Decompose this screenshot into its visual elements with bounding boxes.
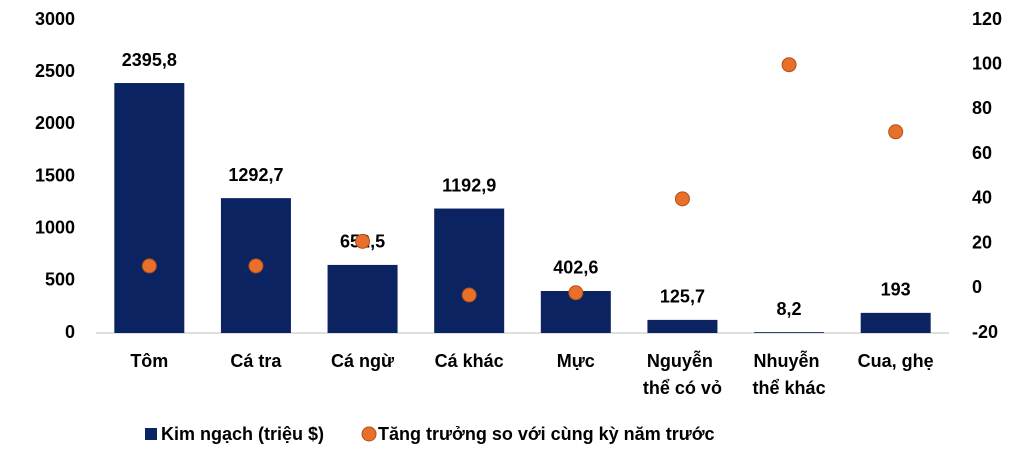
- dot: [248, 258, 264, 274]
- data-label: 8,2: [777, 299, 802, 319]
- dot: [141, 258, 157, 274]
- x-tick-label: Cua, ghẹ: [858, 351, 934, 371]
- y-tick-label: 2000: [35, 113, 75, 133]
- dot: [355, 233, 371, 249]
- data-label: 2395,8: [122, 50, 177, 70]
- legend-swatch: [145, 428, 157, 440]
- dot: [461, 287, 477, 303]
- x-tick-label: Nguyễn thể có vỏ: [643, 350, 722, 398]
- y2-tick-label: 80: [972, 98, 992, 118]
- y-tick-label: 1500: [35, 165, 75, 185]
- y-tick-label: 2500: [35, 61, 75, 81]
- dot: [674, 191, 690, 207]
- bar: [114, 83, 185, 333]
- x-tick-label: Cá tra: [230, 351, 282, 371]
- y2-tick-label: -20: [972, 322, 998, 342]
- y-tick-label: 500: [45, 270, 75, 290]
- legend-label: Kim ngạch (triệu $): [161, 424, 324, 444]
- y2-tick-label: 20: [972, 232, 992, 252]
- x-tick-label: Mực: [557, 351, 595, 371]
- y-tick-label: 0: [65, 322, 75, 342]
- y-tick-label: 3000: [35, 9, 75, 29]
- data-label: 193: [881, 280, 911, 300]
- bar: [754, 332, 825, 333]
- dot: [888, 124, 904, 140]
- x-tick-label: Tôm: [130, 351, 168, 371]
- y-tick-label: 1000: [35, 217, 75, 237]
- x-tick-label: Nhuyễn thể khác: [753, 350, 826, 398]
- data-label: 125,7: [660, 287, 705, 307]
- y2-tick-label: 120: [972, 9, 1002, 29]
- dot: [781, 57, 797, 73]
- legend-swatch: [361, 426, 377, 442]
- y2-tick-label: 60: [972, 143, 992, 163]
- bar: [327, 264, 398, 333]
- y2-tick-label: 0: [972, 277, 982, 297]
- bar: [860, 312, 931, 333]
- data-label: 1292,7: [228, 165, 283, 185]
- legend-label: Tăng trưởng so với cùng kỳ năm trước: [378, 424, 715, 444]
- y2-tick-label: 100: [972, 53, 1002, 73]
- y2-tick-label: 40: [972, 188, 992, 208]
- data-label: 402,6: [553, 258, 598, 278]
- bar: [647, 319, 718, 333]
- x-tick-label: Cá ngừ: [331, 351, 395, 371]
- data-label: 1192,9: [442, 175, 496, 195]
- dot: [568, 285, 584, 301]
- x-tick-label: Cá khác: [435, 351, 504, 371]
- bar: [434, 208, 505, 333]
